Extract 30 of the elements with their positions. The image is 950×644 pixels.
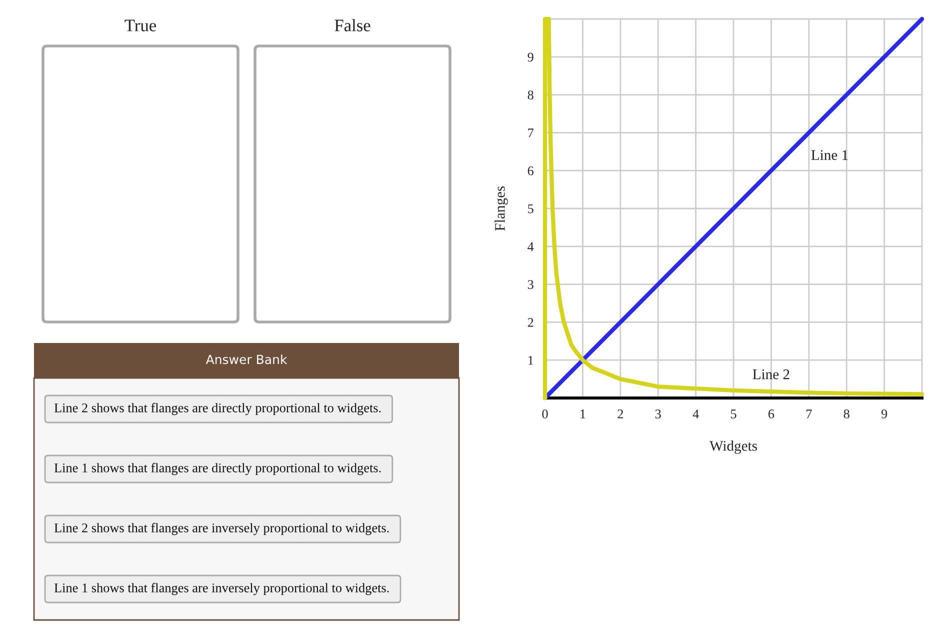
series-label: Line 2 xyxy=(752,369,790,380)
text: Line 1 shows that flanges are directly proportional to widgets. xyxy=(54,462,381,476)
y-tick-label: 4 xyxy=(528,242,534,251)
y-tick-label: 3 xyxy=(528,280,534,290)
y-axis-title: Flanges xyxy=(494,186,508,231)
y-tick-label: 6 xyxy=(528,166,534,176)
x-tick-label: 8 xyxy=(844,409,850,418)
x-tick-label: 0 xyxy=(542,409,548,418)
text: Answer Bank xyxy=(206,354,288,364)
y-tick-label: 5 xyxy=(528,204,534,214)
y-tick-label: 7 xyxy=(528,128,534,138)
x-tick-label: 6 xyxy=(768,410,774,418)
text: Line 1 shows that flanges are inversely proportional to widgets. xyxy=(54,582,389,596)
y-tick-label: 9 xyxy=(528,52,534,62)
x-tick-label: 7 xyxy=(806,410,812,418)
text: False xyxy=(334,19,370,32)
x-tick-label: 9 xyxy=(881,410,888,418)
y-tick-label: 1 xyxy=(528,356,534,365)
x-axis-title: Widgets xyxy=(710,440,757,454)
x-tick-label: 2 xyxy=(618,410,623,418)
x-tick-label: 3 xyxy=(655,410,661,418)
text: Line 2 shows that flanges are directly proportional to widgets. xyxy=(54,402,381,416)
series-label: Line 1 xyxy=(811,150,848,160)
y-tick-label: 2 xyxy=(528,318,534,327)
x-tick-label: 5 xyxy=(730,410,736,418)
x-tick-label: 1 xyxy=(580,410,586,418)
x-tick-label: 4 xyxy=(692,410,699,418)
text: Line 2 shows that flanges are inversely proportional to widgets. xyxy=(54,522,389,536)
y-tick-label: 8 xyxy=(528,90,534,100)
text: True xyxy=(124,20,156,32)
